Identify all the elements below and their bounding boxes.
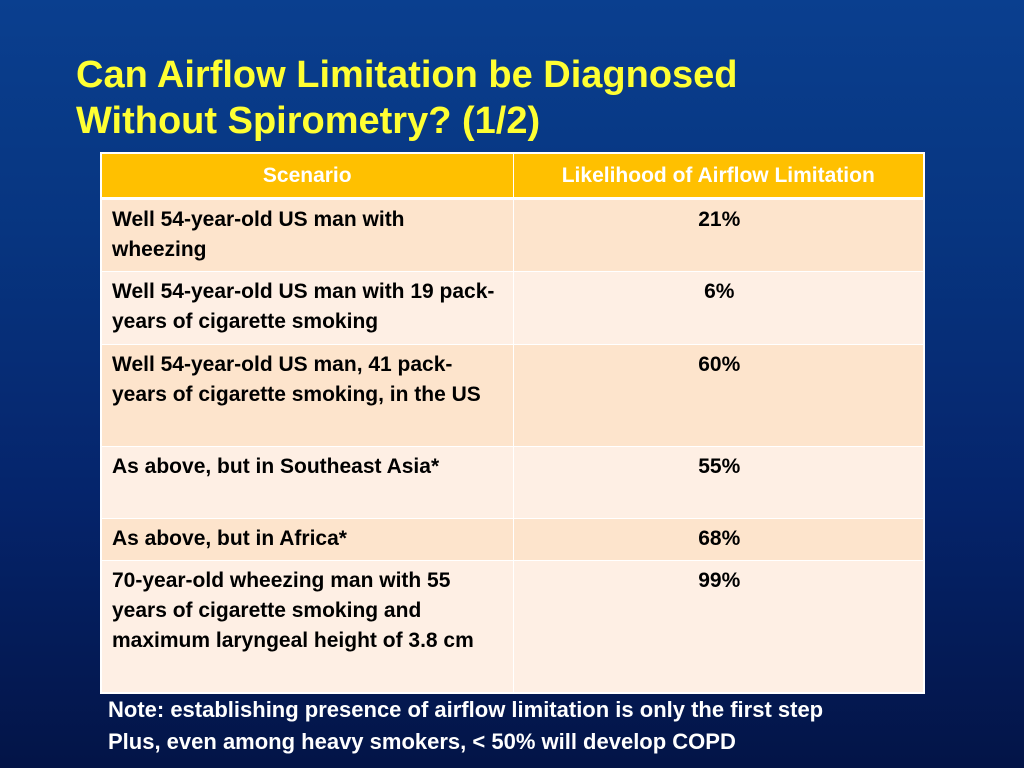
likelihood-cell: 60% bbox=[512, 344, 924, 447]
note-first-step: Note: establishing presence of airflow l… bbox=[108, 697, 824, 722]
scenario-cell: Well 54-year-old US man, 41 pack-years o… bbox=[101, 344, 514, 447]
slide-title: Can Airflow Limitation be Diagnosed With… bbox=[76, 52, 976, 144]
scenario-cell: Well 54-year-old US man with wheezing bbox=[101, 198, 514, 272]
likelihood-cell: 68% bbox=[512, 518, 924, 561]
slide-title-line-1: Can Airflow Limitation be Diagnosed bbox=[76, 54, 738, 96]
header-scenario: Scenario bbox=[101, 153, 514, 200]
slide-title-line-2: Without Spirometry? (1/2) bbox=[76, 100, 541, 142]
likelihood-table: Scenario Likelihood of Airflow Limitatio… bbox=[100, 152, 925, 694]
footnotes: Note: establishing presence of airflow l… bbox=[108, 694, 823, 758]
likelihood-cell: 99% bbox=[512, 560, 924, 693]
likelihood-cell: 55% bbox=[512, 446, 924, 519]
table-row: As above, but in Africa* 68% bbox=[101, 518, 924, 561]
scenario-cell: As above, but in Africa* bbox=[101, 518, 514, 561]
likelihood-cell: 21% bbox=[512, 198, 924, 272]
table-row: 70-year-old wheezing man with 55 years o… bbox=[101, 560, 924, 693]
table-row: Well 54-year-old US man with 19 pack-yea… bbox=[101, 271, 924, 345]
table-header-row: Scenario Likelihood of Airflow Limitatio… bbox=[101, 153, 924, 200]
scenario-cell: Well 54-year-old US man with 19 pack-yea… bbox=[101, 271, 514, 345]
table-row: As above, but in Southeast Asia* 55% bbox=[101, 446, 924, 519]
scenario-cell: As above, but in Southeast Asia* bbox=[101, 446, 514, 519]
scenario-cell: 70-year-old wheezing man with 55 years o… bbox=[101, 560, 514, 693]
likelihood-cell: 6% bbox=[512, 271, 924, 345]
table-row: Well 54-year-old US man with wheezing 21… bbox=[101, 198, 924, 272]
table-row: Well 54-year-old US man, 41 pack-years o… bbox=[101, 344, 924, 447]
note-copd: Plus, even among heavy smokers, < 50% wi… bbox=[108, 729, 736, 754]
header-likelihood: Likelihood of Airflow Limitation bbox=[512, 153, 924, 200]
